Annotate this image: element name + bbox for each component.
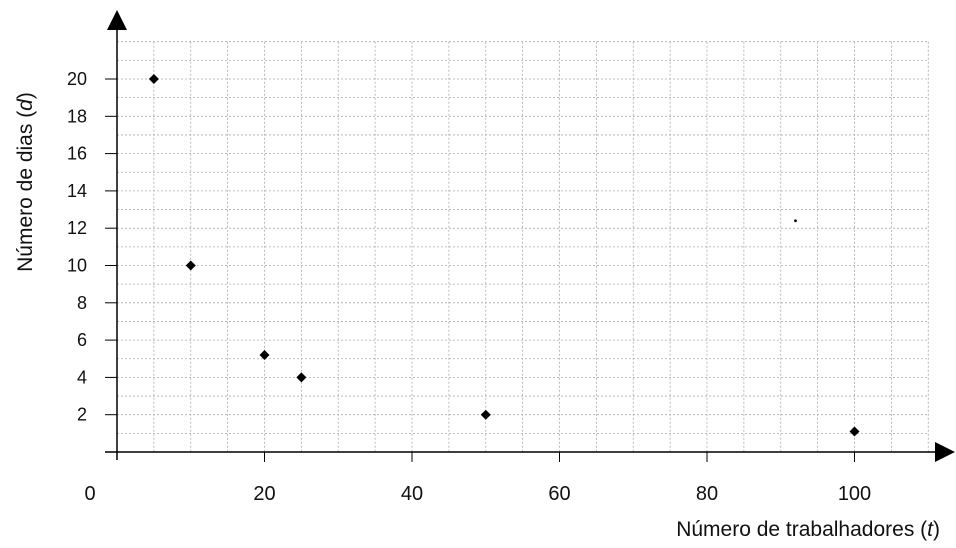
y-tick-label: 2: [77, 405, 87, 425]
y-axis-arrow: [107, 10, 127, 30]
data-point: [185, 260, 196, 271]
data-point: [296, 372, 307, 383]
y-tick-labels: 2 4 6 8 10 12 14 16 18 20: [67, 69, 117, 425]
y-tick-label: 14: [67, 181, 87, 201]
grid: [117, 41, 929, 452]
data-point: [849, 426, 860, 437]
x-tick-labels: 0 20 40 60 80 100: [84, 452, 871, 505]
x-tick-label: 60: [548, 483, 570, 505]
data-point: [259, 350, 270, 361]
x-axis-arrow: [935, 442, 955, 462]
data-points: [148, 74, 860, 437]
y-tick-label: 8: [77, 293, 87, 313]
y-axis-title: Número de dias (d): [14, 92, 37, 272]
y-tick-label: 16: [67, 144, 87, 164]
x-tick-label: 20: [253, 483, 275, 505]
x-tick-label: 100: [838, 483, 871, 505]
y-tick-label: 4: [77, 367, 87, 387]
x-tick-label: 0: [84, 483, 95, 505]
y-tick-label: 10: [67, 256, 87, 276]
y-tick-label: 6: [77, 330, 87, 350]
data-point: [480, 409, 491, 420]
data-point: [148, 74, 159, 84]
y-tick-label: 18: [67, 106, 87, 126]
x-tick-label: 40: [401, 483, 423, 505]
x-axis-title: Número de trabalhadores (t): [676, 518, 940, 541]
x-tick-label: 80: [696, 483, 718, 505]
axes: [105, 10, 955, 462]
stray-dot: [794, 219, 797, 223]
y-tick-label: 20: [67, 69, 87, 89]
y-tick-label: 12: [67, 218, 87, 238]
